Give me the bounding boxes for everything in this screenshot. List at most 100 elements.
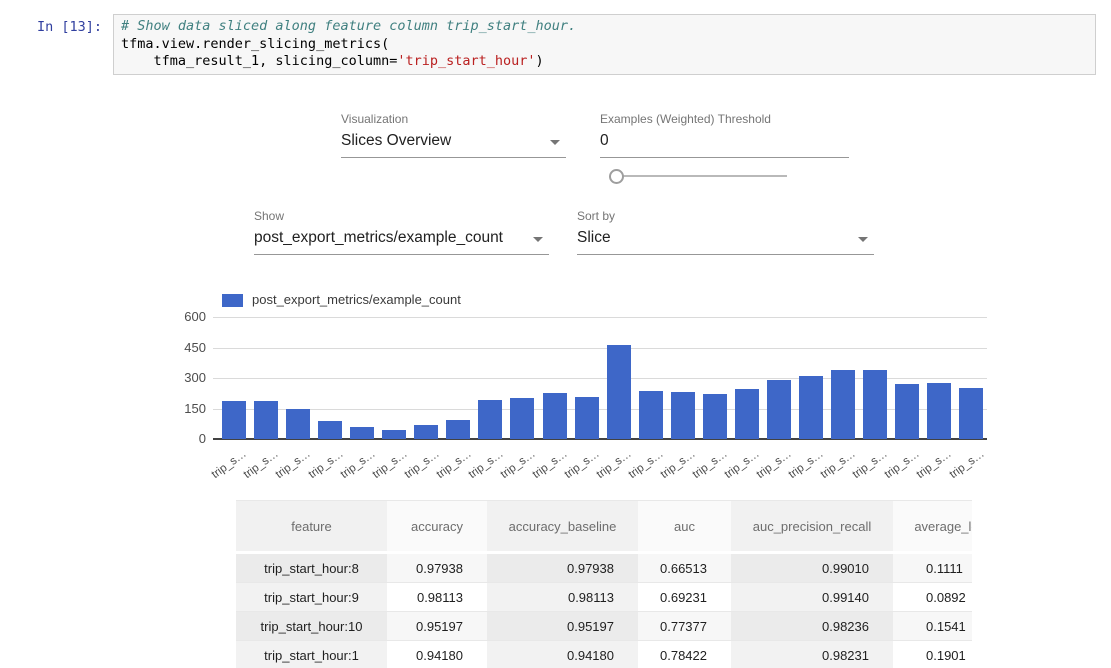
y-axis-tick-label: 0 — [198, 431, 206, 446]
bar[interactable] — [254, 401, 279, 439]
gridline — [213, 408, 987, 410]
bar[interactable] — [702, 394, 727, 439]
x-axis-tick-label: trip_s… — [754, 448, 794, 481]
metric-cell: 0.78422 — [638, 640, 731, 668]
x-axis-tick-label: trip_s… — [530, 448, 570, 481]
bar[interactable] — [478, 400, 503, 439]
metric-cell: 0.77377 — [638, 611, 731, 641]
table-row[interactable]: trip_start_hour:10 0.95197 0.95197 0.77377 0… — [236, 611, 972, 641]
visualization-label: Visualization — [341, 112, 409, 126]
legend-label: post_export_metrics/example_count — [252, 292, 461, 307]
metric-cell: 0.98113 — [487, 582, 638, 612]
sort-by-label: Sort by — [577, 209, 616, 223]
metric-cell: 0.98231 — [731, 640, 893, 668]
bar[interactable] — [927, 382, 952, 439]
metric-cell: 0.94180 — [487, 640, 638, 668]
sort-by-select[interactable]: Sort by Slice — [577, 209, 874, 255]
bar[interactable] — [542, 393, 567, 439]
x-axis-tick-label: trip_s… — [306, 448, 346, 481]
x-axis-tick-label: trip_s… — [402, 448, 442, 481]
metric-cell: 0.99140 — [731, 582, 893, 612]
bar[interactable] — [734, 388, 759, 439]
table-row[interactable]: trip_start_hour:9 0.98113 0.98113 0.69231 0.… — [236, 582, 972, 612]
table-header-row: feature accuracy accuracy_baseline auc auc_p… — [236, 500, 972, 553]
table-row[interactable]: trip_start_hour:1 0.94180 0.94180 0.78422 0.… — [236, 640, 972, 668]
table-row[interactable]: trip_start_hour:8 0.97938 0.97938 0.66513 0.… — [236, 551, 972, 583]
bar[interactable] — [798, 375, 823, 439]
metric-cell: 0.98113 — [387, 582, 487, 612]
show-label: Show — [254, 209, 285, 223]
metric-cell: 0.95197 — [387, 611, 487, 641]
metric-cell: 0.97938 — [387, 551, 487, 583]
x-axis-tick-label: trip_s… — [498, 448, 538, 481]
code-line: # Show data sliced along feature column … — [121, 18, 1088, 36]
x-axis-tick-label: trip_s… — [947, 448, 987, 481]
bar[interactable] — [863, 370, 887, 439]
bar[interactable] — [318, 421, 343, 439]
visualization-select[interactable]: Visualization Slices Overview — [341, 112, 566, 158]
code-editor[interactable]: # Show data sliced along feature column … — [113, 14, 1096, 75]
chevron-down-icon[interactable] — [858, 237, 868, 242]
bar[interactable] — [414, 424, 439, 439]
column-header[interactable]: accuracy — [387, 500, 487, 553]
bar[interactable] — [446, 420, 471, 439]
bar[interactable] — [959, 388, 984, 439]
x-axis-tick-label: trip_s… — [434, 448, 474, 481]
gridline — [213, 317, 987, 318]
threshold-label: Examples (Weighted) Threshold — [600, 112, 771, 126]
bar[interactable] — [766, 380, 791, 439]
metric-cell: 0.99010 — [731, 551, 893, 583]
sort-by-value: Slice — [577, 229, 611, 246]
x-axis-tick-label: trip_s… — [883, 448, 923, 481]
column-header[interactable]: average_loss — [893, 500, 972, 553]
x-axis-tick-label: trip_s… — [594, 448, 634, 481]
code-line: tfma.view.render_slicing_metrics( — [121, 35, 390, 52]
column-header[interactable]: auc — [638, 500, 731, 553]
column-header[interactable]: accuracy_baseline — [487, 500, 638, 553]
bar[interactable] — [670, 392, 695, 439]
threshold-slider[interactable] — [609, 169, 787, 184]
x-axis-tick-label: trip_s… — [690, 448, 730, 481]
x-axis-tick-label: trip_s… — [722, 448, 762, 481]
slider-track[interactable] — [618, 175, 787, 177]
metric-cell: 0.66513 — [638, 551, 731, 583]
y-axis-tick-label: 300 — [184, 370, 206, 385]
cell-prompt: In [13]: — [37, 19, 103, 35]
metric-cell: 0.0892 — [893, 582, 972, 612]
bar[interactable] — [350, 426, 375, 439]
y-axis-tick-label: 450 — [184, 339, 206, 355]
bar[interactable] — [830, 370, 855, 439]
bar[interactable] — [222, 401, 246, 439]
bar[interactable] — [286, 408, 311, 439]
code-line: tfma_result_1, slicing_column='trip_star… — [121, 53, 544, 69]
code-comment: # Show data sliced along feature column … — [121, 18, 577, 34]
slider-handle[interactable] — [609, 169, 624, 184]
show-metric-select[interactable]: Show post_export_metrics/example_count — [254, 209, 549, 255]
x-axis-tick-label: trip_s… — [915, 448, 955, 481]
x-axis-tick-label: trip_s… — [562, 448, 602, 481]
x-axis-line — [213, 438, 987, 440]
x-axis-tick-label: trip_s… — [850, 448, 891, 481]
gridline — [213, 347, 987, 349]
threshold-value: 0 — [600, 132, 609, 149]
column-header[interactable]: auc_precision_recall — [731, 500, 893, 553]
bar[interactable] — [895, 384, 920, 439]
feature-cell: trip_start_hour:8 — [236, 551, 387, 583]
y-axis-tick-label: 150 — [184, 400, 206, 416]
column-header[interactable]: feature — [236, 500, 387, 553]
chevron-down-icon[interactable] — [533, 237, 543, 242]
x-axis-tick-label: trip_s… — [370, 448, 410, 481]
bar[interactable] — [382, 429, 407, 439]
gridline — [213, 378, 987, 379]
bar[interactable] — [606, 345, 631, 439]
metric-cell: 0.69231 — [638, 582, 731, 612]
bar[interactable] — [574, 397, 599, 439]
show-value: post_export_metrics/example_count — [254, 229, 503, 246]
bar[interactable] — [638, 391, 663, 439]
metric-cell: 0.1901 — [893, 640, 972, 668]
x-axis-tick-label: trip_s… — [658, 448, 698, 481]
bar[interactable] — [510, 397, 535, 439]
chevron-down-icon[interactable] — [550, 140, 560, 145]
threshold-input[interactable]: Examples (Weighted) Threshold 0 — [600, 112, 849, 158]
